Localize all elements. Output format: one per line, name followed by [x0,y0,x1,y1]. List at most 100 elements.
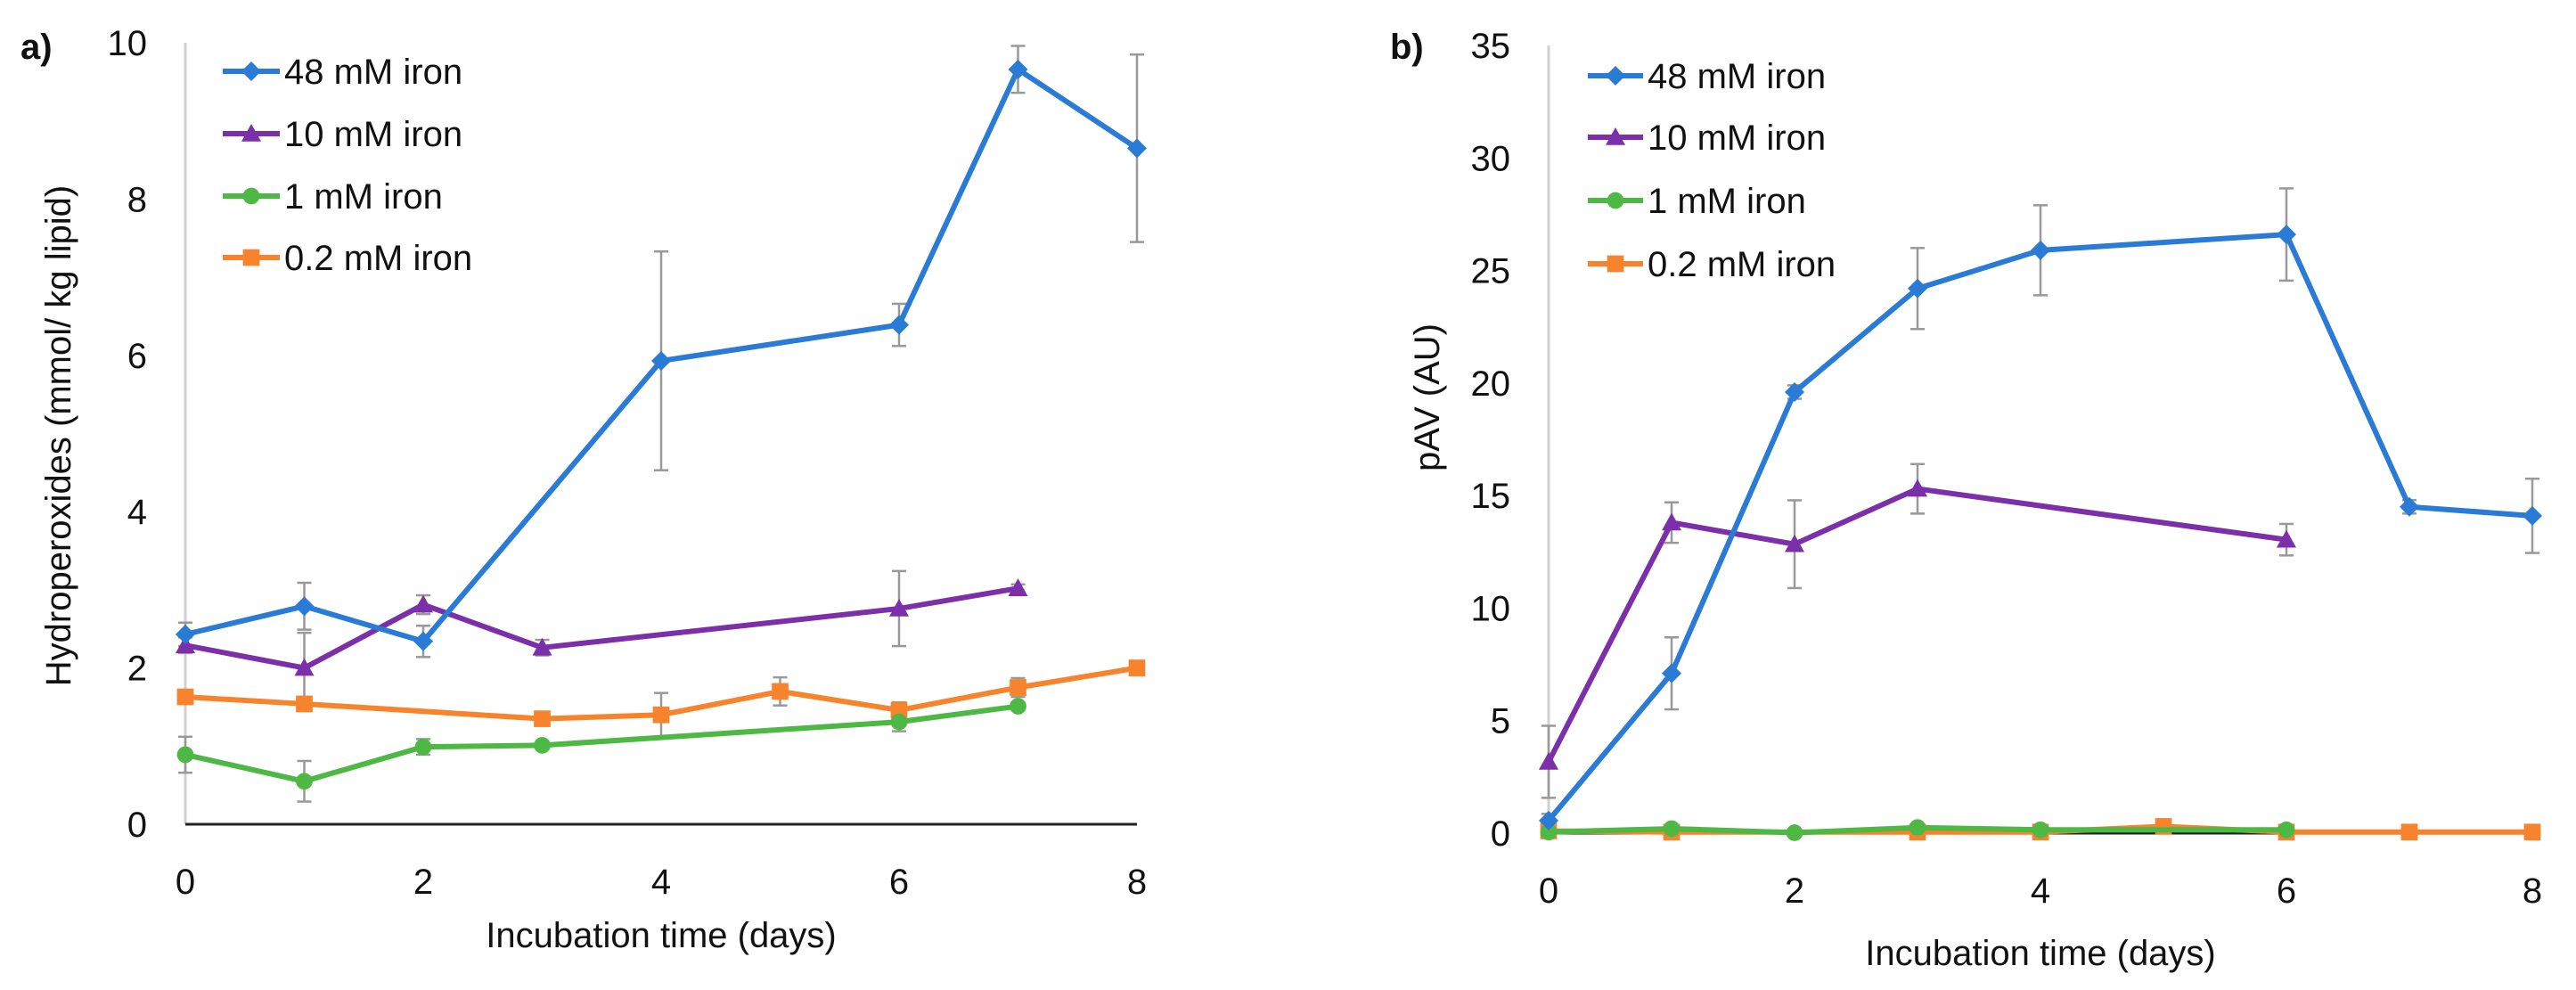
series-48-mm-iron [1539,225,2542,830]
y-tick-label: 10 [1471,589,1511,628]
legend-item: 48 mM iron [223,53,462,92]
marker-circle [2032,821,2049,839]
legend-label: 1 mM iron [1648,182,1806,221]
marker-triangle [176,635,195,653]
series-0-2-mm-iron [176,659,1146,727]
legend-item: 0.2 mM iron [1588,245,1836,284]
series-line [1546,486,2287,764]
legend-label: 48 mM iron [284,53,462,92]
x-tick-label: 2 [1785,871,1804,911]
marker-triangle [413,594,433,613]
marker-square [652,706,670,724]
marker-diamond [1127,138,1147,159]
y-tick-label: 20 [1471,364,1511,404]
series-errorbars [1542,462,2294,799]
marker-diamond [241,61,261,81]
marker-diamond [2523,505,2542,526]
series-48-mm-iron [176,59,1147,651]
series-1-mm-iron [176,698,1026,790]
series-10-mm-iron [176,578,1028,676]
marker-square [2523,823,2541,841]
marker-square [296,695,313,713]
y-tick-label: 4 [127,493,147,532]
marker-triangle [1785,534,1804,552]
marker-square [1607,255,1624,273]
y-tick-label: 10 [108,24,148,63]
y-tick-label: 8 [127,180,147,219]
marker-triangle [1008,578,1028,596]
marker-triangle [532,637,552,656]
y-tick-label: 0 [1491,814,1510,854]
marker-square [890,701,908,719]
marker-square [772,683,789,700]
panel-label: b) [1390,28,1424,67]
legend-item: 10 mM iron [1588,119,1826,158]
marker-triangle [294,658,315,676]
marker-diamond [413,631,433,651]
x-tick-label: 6 [2277,871,2296,911]
series-line [1546,232,2533,822]
x-tick-label: 0 [1539,871,1558,911]
marker-diamond [1785,381,1804,402]
marker-triangle [1539,751,1558,770]
marker-circle [890,713,908,731]
marker-square [176,688,194,706]
x-tick-label: 4 [2031,871,2050,911]
marker-diamond [1908,278,1927,299]
x-tick-label: 8 [2523,871,2542,911]
series-line [184,703,1018,784]
series-10-mm-iron [1539,479,2296,770]
x-tick-label: 4 [651,863,671,902]
x-tick-label: 8 [1127,863,1147,902]
marker-triangle [1908,479,1927,497]
x-axis-title: Incubation time (days) [1865,934,2216,973]
marker-diamond [294,596,315,617]
series-line [184,665,1138,722]
marker-diamond [1662,663,1681,683]
x-tick-label: 6 [889,863,909,902]
marker-triangle [1662,512,1681,531]
marker-circle [1010,698,1026,715]
chart-panel-a: 0 2 4 6 8 10 0 2 4 6 8 a) Incubation time (days) Hydr… [20,24,1147,955]
x-tick-label: 0 [176,863,195,902]
legend-item: 0.2 mM iron [223,239,472,278]
marker-circle [414,738,432,756]
marker-circle [242,187,260,205]
series-1-mm-iron [1540,819,2295,841]
marker-diamond [889,315,909,335]
series-line [184,585,1019,671]
y-tick-label: 15 [1471,477,1511,516]
legend-item: 10 mM iron [223,115,462,154]
series-errorbars [178,664,1144,739]
series-line [1548,824,2286,836]
marker-triangle [2277,529,2296,548]
marker-triangle [1606,127,1625,145]
marker-triangle [241,124,261,142]
y-tick-label: 35 [1471,27,1511,66]
marker-square [1010,679,1026,696]
legend: 48 mM iron 10 mM iron 1 mM iron 0.2 mM iron [223,53,472,278]
legend-item: 48 mM iron [1588,57,1826,96]
marker-circle [1786,824,1803,841]
marker-circle [296,773,313,790]
legend-label: 10 mM iron [284,115,462,154]
marker-circle [1540,823,1558,841]
marker-diamond [176,624,195,644]
marker-circle [176,746,194,764]
marker-diamond [651,350,671,371]
legend-label: 1 mM iron [284,177,443,217]
y-axis-title: pAV (AU) [1408,323,1447,471]
x-tick-label: 2 [413,863,433,902]
y-tick-label: 6 [127,337,147,376]
marker-diamond [1606,66,1625,86]
y-tick-label: 25 [1471,252,1511,291]
legend-item: 1 mM iron [223,177,443,217]
legend-item: 1 mM iron [1588,182,1806,221]
marker-square [2400,823,2418,841]
marker-circle [1663,820,1681,838]
legend-label: 0.2 mM iron [1648,245,1836,284]
panel-label: a) [20,28,53,67]
marker-circle [534,737,551,754]
marker-diamond [1539,810,1558,830]
